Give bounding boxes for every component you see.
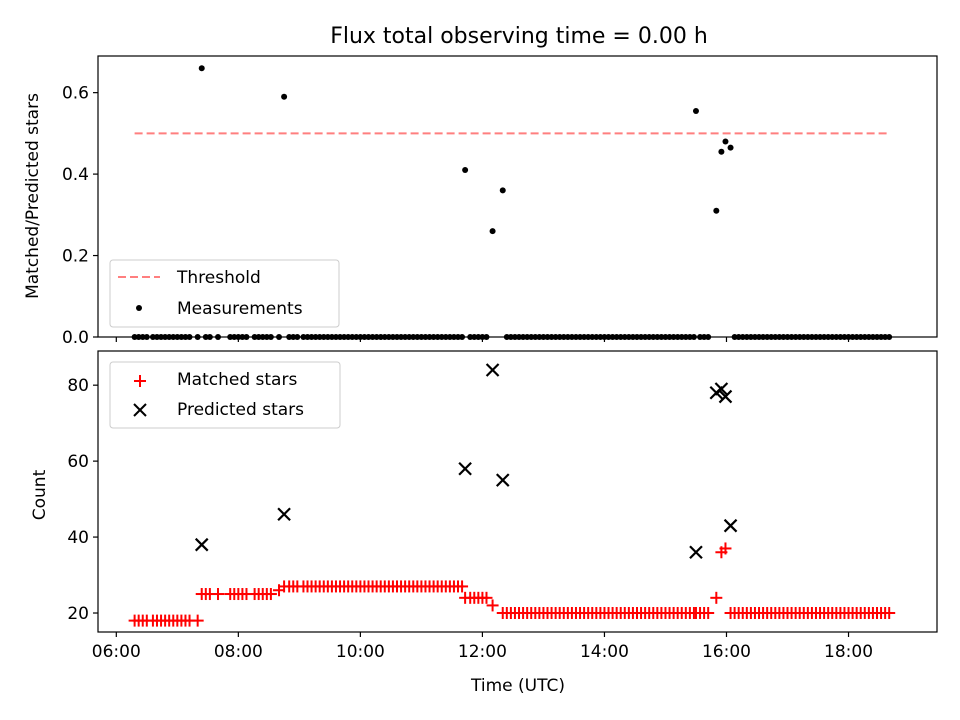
predicted-star-point [485,363,500,377]
matched-star-point [883,607,896,620]
matched-star-point [480,591,493,604]
matched-star-point [710,591,723,604]
x-tick-label: 08:00 [214,642,263,662]
bottom-panel: 20 40 60 80 06:00 08:00 10:00 12:00 14:00 16:00 18… [30,350,938,696]
matched-star-point [719,542,732,555]
measurement-point [462,167,469,174]
bottom-y-tick-label: 80 [67,376,89,396]
legend-matched-label: Matched stars [177,370,297,390]
bottom-axes-frame [97,350,938,633]
predicted-star-point [714,382,729,396]
bottom-y-tick-label: 40 [67,528,89,548]
matched-star-point [264,588,277,601]
matched-star-point [702,607,715,620]
top-y-tick-label: 0.2 [62,247,89,267]
top-panel: 0.0 0.2 0.4 0.6 Matched/Predicted stars Thr… [23,55,938,348]
top-y-tick-label: 0.4 [62,165,89,185]
matched-star-point [191,614,204,627]
predicted-star-point [194,537,209,552]
measurement-point [692,107,699,114]
bottom-y-tick-label: 60 [67,452,89,472]
matched-star-point [212,588,225,601]
legend-measurements-swatch [136,305,142,311]
top-ticks: 0.0 0.2 0.4 0.6 [62,84,850,348]
measurement-point [281,93,288,100]
predicted-star-point [277,507,291,522]
top-y-tick-label: 0.0 [62,328,89,348]
legend-matched-swatch [134,375,146,387]
matched-star-point [486,599,499,612]
x-axis-label: Time (UTC) [470,676,565,696]
legend-measurements-label: Measurements [177,299,303,319]
measurement-point [722,138,729,145]
top-axes-frame [97,55,938,338]
bottom-y-axis-label: Count [30,469,50,520]
predicted-star-point [718,389,733,404]
x-tick-label: 16:00 [702,642,751,662]
top-y-axis-label: Matched/Predicted stars [23,93,43,299]
measurement-point [198,65,205,72]
matched-star-point [456,580,469,593]
x-tick-label: 14:00 [580,642,629,662]
predicted-star-point [458,461,472,476]
legend-threshold-label: Threshold [176,268,261,288]
x-tick-label: 18:00 [824,642,873,662]
measurement-point [713,207,720,214]
legend-predicted-swatch [133,403,147,417]
bottom-y-tick-label: 20 [67,604,89,624]
predicted-star-point [723,518,738,533]
x-tick-label: 12:00 [458,642,507,662]
bottom-ticks: 20 40 60 80 06:00 08:00 10:00 12:00 14:00 16:00 18… [67,376,873,662]
top-legend: Threshold Measurements [109,259,340,328]
top-legend-box [109,259,340,328]
measurement-point [718,148,725,155]
predicted-star-point [689,545,703,560]
bottom-legend-box [109,361,341,429]
bottom-marks [128,363,896,627]
measurement-point [489,228,496,235]
predicted-star-point [495,473,510,487]
bottom-legend: Matched stars Predicted stars [109,361,341,429]
top-y-tick-label: 0.6 [62,84,89,104]
measurement-point [727,144,734,151]
x-tick-label: 10:00 [336,642,385,662]
x-tick-label: 06:00 [92,642,141,662]
chart-title: Flux total observing time = 0.00 h [330,24,708,49]
legend-predicted-label: Predicted stars [177,400,304,420]
measurement-point [499,187,506,194]
